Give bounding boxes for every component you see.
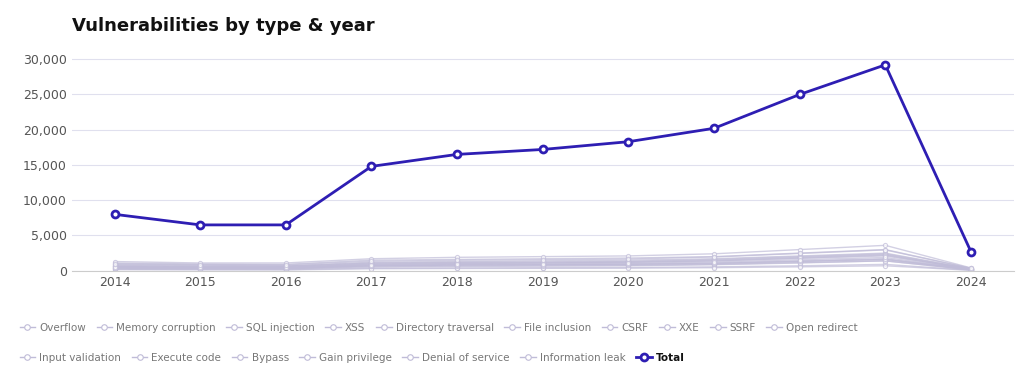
Legend: Overflow, Memory corruption, SQL injection, XSS, Directory traversal, File inclu: Overflow, Memory corruption, SQL injecti… [15,318,862,337]
Text: Vulnerabilities by type & year: Vulnerabilities by type & year [72,17,375,35]
Legend: Input validation, Execute code, Bypass, Gain privilege, Denial of service, Infor: Input validation, Execute code, Bypass, … [15,349,689,367]
